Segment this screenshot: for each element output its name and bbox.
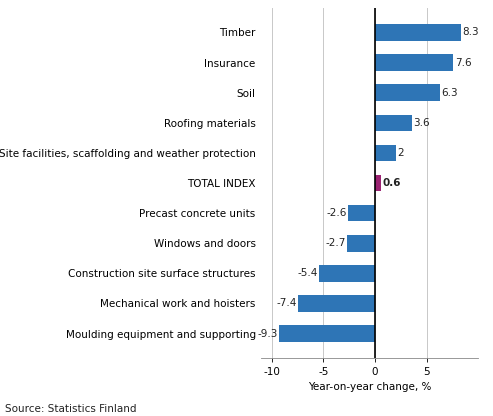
Text: -2.6: -2.6	[326, 208, 347, 218]
Bar	[375, 114, 412, 131]
Bar	[375, 24, 460, 41]
Bar	[347, 235, 375, 252]
Text: -7.4: -7.4	[277, 299, 297, 309]
Bar	[348, 205, 375, 221]
Text: 0.6: 0.6	[383, 178, 401, 188]
Text: -9.3: -9.3	[257, 329, 278, 339]
Bar	[319, 265, 375, 282]
Text: Source: Statistics Finland: Source: Statistics Finland	[5, 404, 137, 414]
Bar	[375, 84, 440, 101]
Bar	[375, 54, 454, 71]
Bar	[279, 325, 375, 342]
Text: 8.3: 8.3	[462, 27, 479, 37]
Text: 2: 2	[397, 148, 403, 158]
Text: 7.6: 7.6	[455, 57, 471, 67]
Bar	[375, 145, 395, 161]
X-axis label: Year-on-year change, %: Year-on-year change, %	[308, 382, 431, 392]
Text: 3.6: 3.6	[413, 118, 430, 128]
Bar	[298, 295, 375, 312]
Text: -2.7: -2.7	[325, 238, 346, 248]
Text: -5.4: -5.4	[297, 268, 318, 278]
Bar	[375, 175, 381, 191]
Text: 6.3: 6.3	[441, 88, 458, 98]
